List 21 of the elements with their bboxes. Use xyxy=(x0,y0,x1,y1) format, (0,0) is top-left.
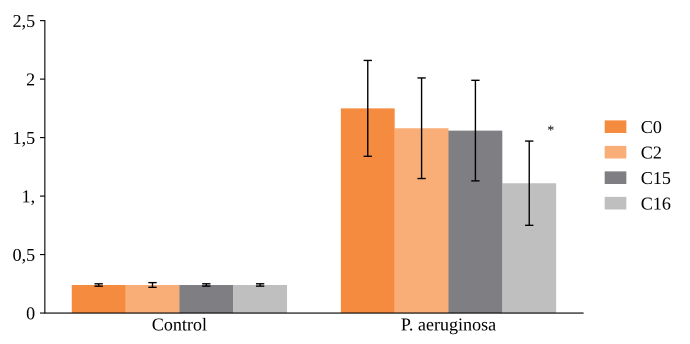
y-tick-label: 0 xyxy=(26,307,34,320)
y-tick-label: 1, xyxy=(23,190,34,206)
bar xyxy=(340,108,395,314)
legend-label: C15 xyxy=(642,172,670,184)
x-tick-label: P. aeruginosa xyxy=(401,318,496,334)
bar xyxy=(179,284,234,314)
bar xyxy=(126,284,180,314)
y-tick-label: 2,5 xyxy=(13,14,34,30)
bar xyxy=(448,130,502,314)
legend-label: C2 xyxy=(642,146,661,159)
bar xyxy=(394,128,448,314)
y-tick-label: 2 xyxy=(26,73,34,86)
bar xyxy=(502,183,556,314)
bar xyxy=(233,284,288,314)
x-tick-label: Control xyxy=(152,318,207,331)
y-tick-label: 0,5 xyxy=(13,248,34,264)
bar xyxy=(72,284,126,314)
legend-label: C0 xyxy=(642,120,662,134)
y-tick-label: 1,5 xyxy=(14,132,34,147)
legend-label: C16 xyxy=(642,198,670,210)
annotation: * xyxy=(548,126,554,131)
